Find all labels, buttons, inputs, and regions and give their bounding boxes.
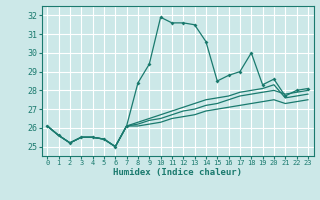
X-axis label: Humidex (Indice chaleur): Humidex (Indice chaleur) — [113, 168, 242, 177]
